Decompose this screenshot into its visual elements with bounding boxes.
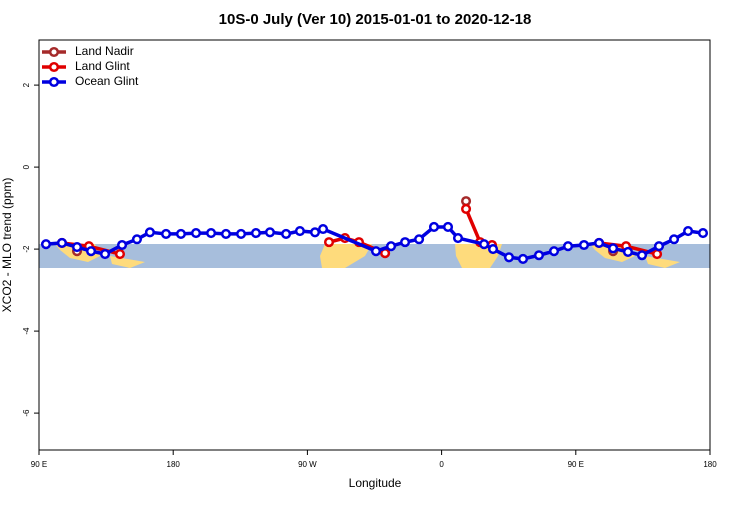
point [622,246,634,258]
point [400,237,411,248]
chart-title: 10S-0 July (Ver 10) 2015-01-01 to 2020-1… [219,11,532,28]
point [370,246,382,257]
x-tick-label: 180 [703,460,717,469]
point [250,228,262,239]
point [56,237,68,248]
point [175,228,187,239]
point [636,250,648,261]
x-tick-label: 90 W [298,460,317,469]
point [309,227,321,238]
point [503,252,515,263]
y-tick-label: 2 [22,82,31,87]
point [144,227,155,238]
legend-marker [48,46,60,58]
point [487,244,499,255]
point [117,239,128,251]
x-tick-label: 90 E [31,460,47,469]
x-tick-label: 0 [439,460,444,469]
legend-marker [48,61,60,73]
point [71,242,83,253]
point [517,253,529,264]
point [669,234,680,245]
legend-marker [48,76,60,88]
point [479,239,490,250]
point [318,223,329,235]
plot-frame [38,39,711,451]
point [323,237,335,248]
point [206,228,217,239]
point [608,243,619,254]
point [652,248,663,260]
point [264,227,276,238]
point [114,248,126,260]
point [452,232,464,244]
legend-label: Ocean Glint [75,74,139,88]
x-axis-label: Longitude [349,476,402,490]
point [442,221,454,233]
point [85,246,97,257]
legend-label: Land Glint [75,59,130,73]
y-tick-label: -2 [22,245,31,253]
point [683,226,694,237]
land [320,244,372,268]
y-tick-label: -6 [22,409,31,417]
point [190,228,202,239]
point [40,239,52,250]
point [533,250,545,261]
x-tick-label: 180 [167,460,181,469]
point [653,241,665,252]
point [697,228,709,239]
y-axis-label: XCO2 - MLO trend (ppm) [0,178,14,313]
point [428,221,440,233]
point [461,196,472,207]
point [548,246,560,257]
x-tick-label: 90 E [568,460,584,469]
point [386,241,397,252]
point [220,228,232,239]
point [294,226,305,237]
legend-label: Land Nadir [75,44,134,58]
point [100,248,111,260]
point [131,234,143,245]
point [160,228,172,239]
y-tick-label: -4 [22,327,31,335]
point [578,239,590,251]
y-tick-label: 0 [22,164,31,169]
point [594,237,605,248]
point [562,241,574,252]
point [461,203,472,214]
point [414,234,425,245]
point [235,228,247,239]
point [281,228,292,239]
